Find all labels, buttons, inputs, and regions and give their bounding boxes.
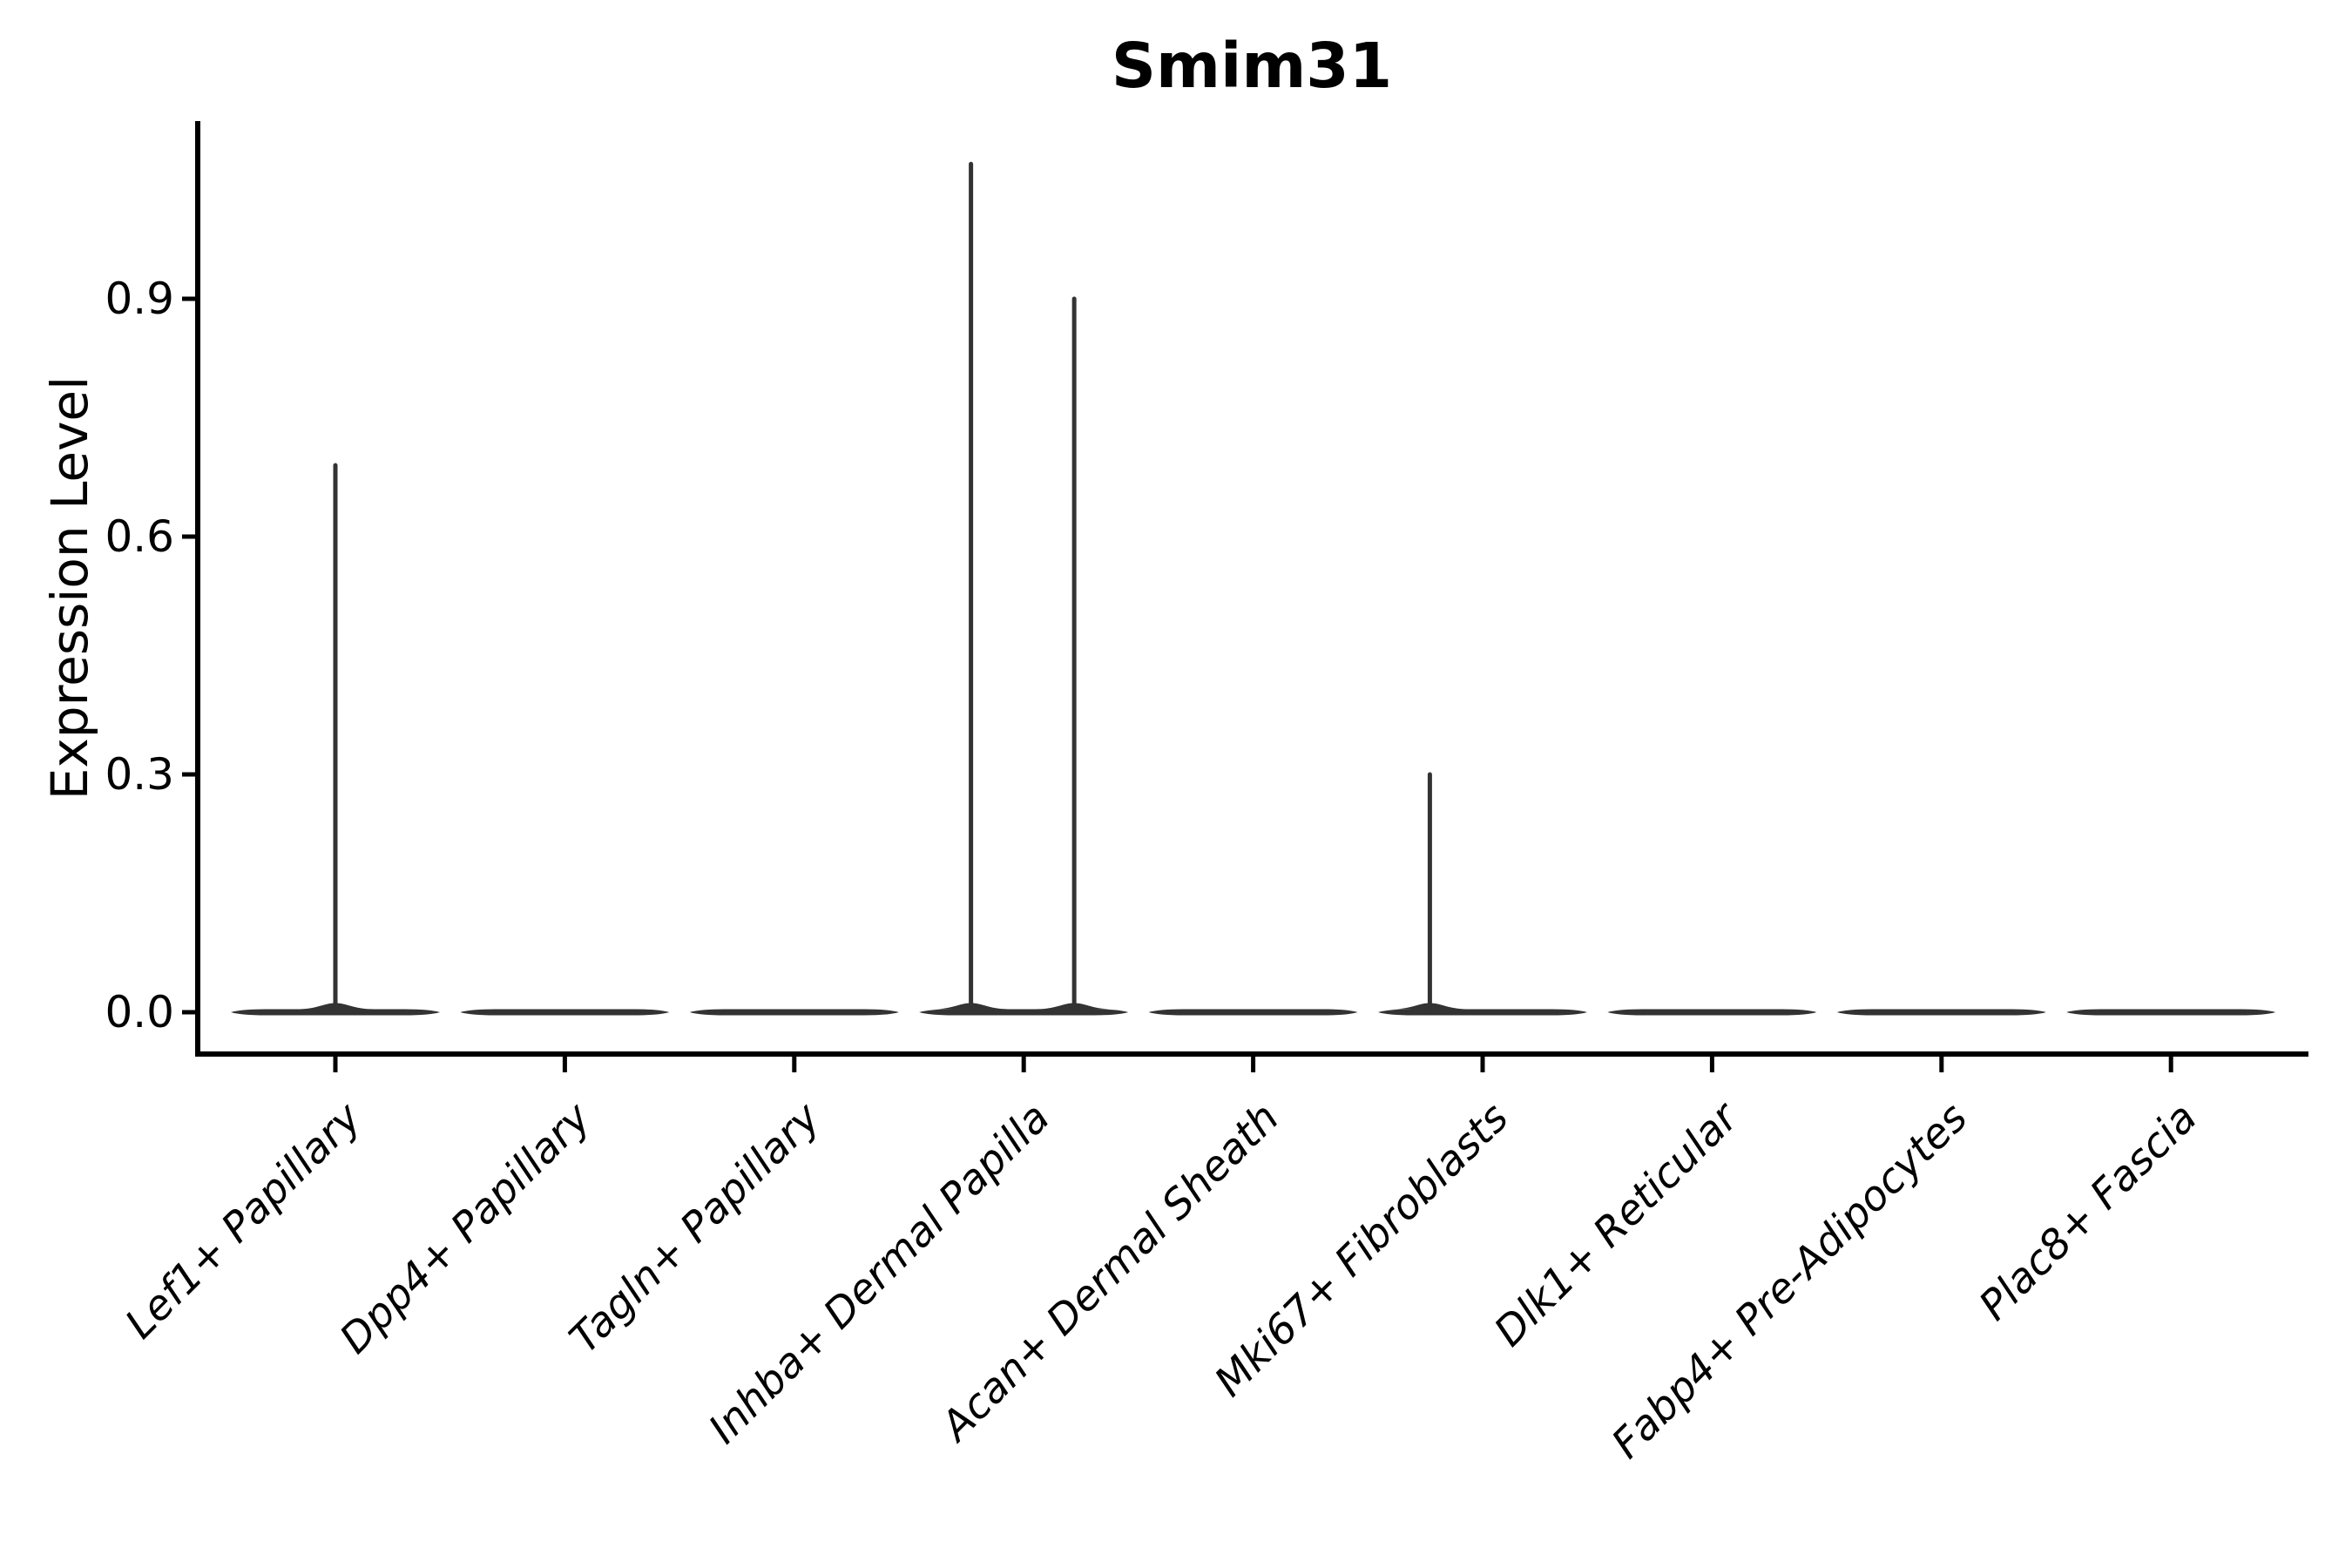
y-tick-label: 0.6: [105, 511, 174, 562]
y-tick-label: 0.0: [105, 987, 174, 1037]
y-axis-label: Expression Level: [40, 376, 99, 800]
violins: [231, 161, 2276, 1016]
y-tick-label: 0.9: [105, 274, 174, 324]
violin-base: [919, 1003, 1129, 1016]
x-tick-label: Tagln+ Papillary: [561, 1093, 831, 1363]
violin-base: [689, 1009, 899, 1016]
y-axis-ticks: 0.0 0.3 0.6 0.9: [105, 274, 197, 1037]
x-tick-label: Dpp4+ Papillary: [331, 1093, 601, 1363]
violin-base: [1378, 1003, 1587, 1016]
y-tick-label: 0.3: [105, 749, 174, 800]
chart-title: Smim31: [1112, 30, 1392, 102]
violin-base: [2066, 1009, 2276, 1016]
x-tick-label: Dlk1+ Reticular: [1485, 1092, 1749, 1356]
violin-base: [1836, 1009, 2046, 1016]
x-tick-label: Lef1+ Papillary: [116, 1093, 371, 1348]
violin-base: [1607, 1009, 1817, 1016]
violin-base: [460, 1009, 670, 1016]
violin-base: [1148, 1009, 1358, 1016]
x-tick-label: Plac8+ Fascia: [1970, 1094, 2207, 1330]
